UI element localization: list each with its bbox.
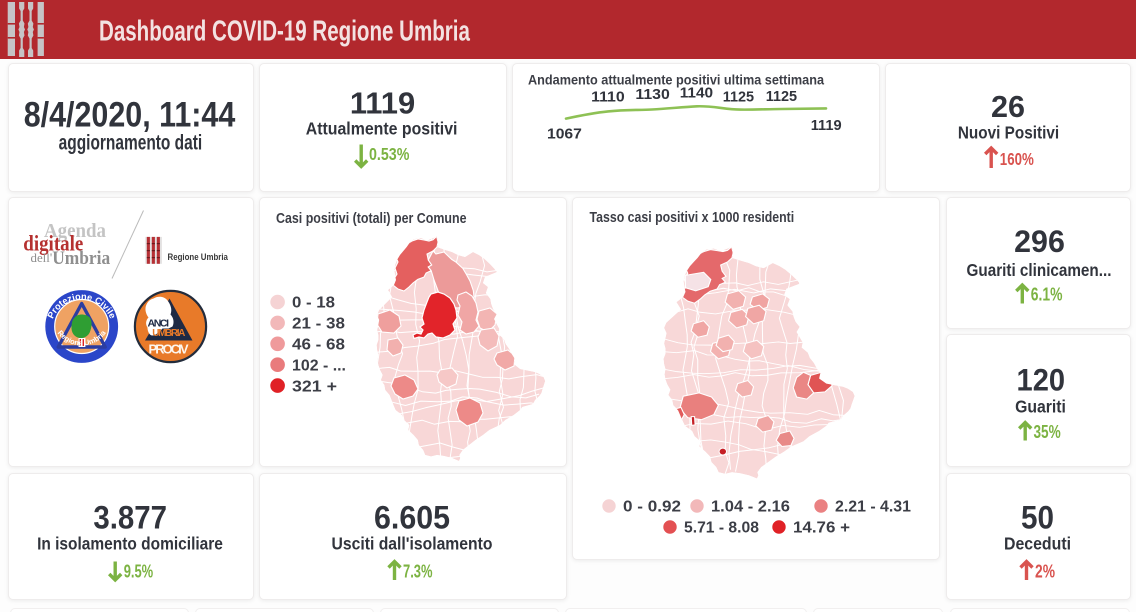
svg-text:1067: 1067 xyxy=(547,126,582,142)
svg-text:1125: 1125 xyxy=(766,89,797,105)
svg-text:Deceduti: Deceduti xyxy=(1004,534,1071,554)
svg-text:2.21 - 4.31: 2.21 - 4.31 xyxy=(835,499,911,516)
svg-text:dell': dell' xyxy=(31,250,53,265)
svg-text:160%: 160% xyxy=(1000,150,1034,169)
svg-text:0 - 18: 0 - 18 xyxy=(292,294,335,312)
svg-text:14.76 +: 14.76 + xyxy=(793,519,850,536)
svg-text:Dashboard COVID-19 Regione Umb: Dashboard COVID-19 Regione Umbria xyxy=(99,15,471,47)
svg-text:26: 26 xyxy=(991,89,1025,124)
svg-text:In isolamento domiciliare: In isolamento domiciliare xyxy=(37,533,223,553)
svg-text:9.5%: 9.5% xyxy=(124,562,153,582)
svg-text:Guariti: Guariti xyxy=(1015,397,1066,417)
svg-text:321 +: 321 + xyxy=(292,377,337,395)
svg-text:Nuovi Positivi: Nuovi Positivi xyxy=(958,124,1059,143)
svg-text:102 - ...: 102 - ... xyxy=(292,357,346,374)
svg-text:1119: 1119 xyxy=(811,118,842,134)
svg-text:5.71 - 8.08: 5.71 - 8.08 xyxy=(684,520,759,537)
svg-text:8/4/2020, 11:44: 8/4/2020, 11:44 xyxy=(24,95,236,134)
svg-text:1125: 1125 xyxy=(723,89,754,105)
svg-text:1.04 - 2.16: 1.04 - 2.16 xyxy=(711,498,790,516)
svg-text:1110: 1110 xyxy=(591,89,625,105)
svg-text:digitale: digitale xyxy=(23,232,83,256)
svg-text:50: 50 xyxy=(1021,499,1054,535)
svg-text:1140: 1140 xyxy=(680,85,713,101)
svg-text:0.53%: 0.53% xyxy=(369,145,409,165)
svg-text:6.1%: 6.1% xyxy=(1031,285,1063,305)
svg-text:35%: 35% xyxy=(1034,422,1061,443)
svg-text:Guariti clinicamen...: Guariti clinicamen... xyxy=(967,260,1112,280)
svg-text:Agenda: Agenda xyxy=(44,220,106,242)
svg-text:aggiornamento dati: aggiornamento dati xyxy=(59,130,203,154)
svg-text:120: 120 xyxy=(1017,363,1065,397)
svg-text:Regione Umbria: Regione Umbria xyxy=(168,251,229,262)
svg-text:1130: 1130 xyxy=(635,87,669,103)
svg-text:Andamento attualmente positivi: Andamento attualmente positivi ultima se… xyxy=(528,72,825,87)
svg-text:UMBRIA: UMBRIA xyxy=(152,328,185,339)
svg-text:Usciti dall'isolamento: Usciti dall'isolamento xyxy=(332,534,493,554)
svg-text:3.877: 3.877 xyxy=(93,499,167,535)
svg-text:Casi positivi (totali) per Com: Casi positivi (totali) per Comune xyxy=(276,210,467,226)
svg-text:PROCIV: PROCIV xyxy=(149,342,189,357)
svg-text:ANCI: ANCI xyxy=(148,317,170,329)
svg-text:2%: 2% xyxy=(1035,561,1055,581)
svg-text:Tasso casi positivi x 1000 res: Tasso casi positivi x 1000 residenti xyxy=(590,209,795,225)
svg-text:6.605: 6.605 xyxy=(374,500,450,536)
svg-text:46 - 68: 46 - 68 xyxy=(292,336,345,353)
svg-text:Attualmente positivi: Attualmente positivi xyxy=(306,119,458,139)
svg-text:296: 296 xyxy=(1014,224,1065,260)
svg-text:21 - 38: 21 - 38 xyxy=(292,315,345,332)
svg-text:1119: 1119 xyxy=(350,85,415,120)
svg-text:0 - 0.92: 0 - 0.92 xyxy=(623,497,681,515)
svg-text:7.3%: 7.3% xyxy=(403,562,432,582)
svg-text:Umbria: Umbria xyxy=(52,247,110,268)
